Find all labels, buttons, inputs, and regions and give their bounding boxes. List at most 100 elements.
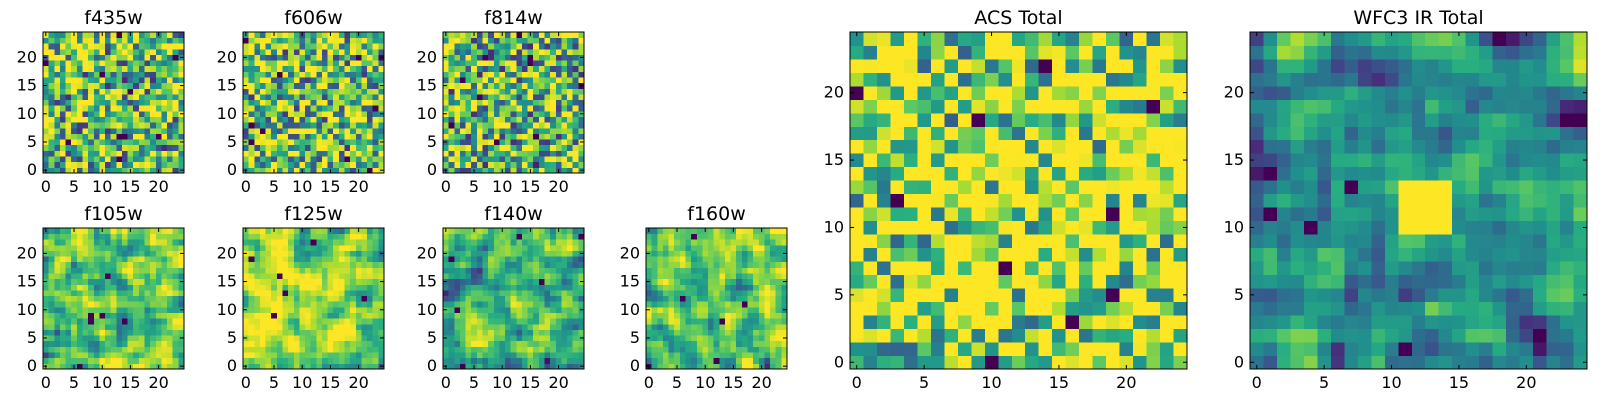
- heatmap-cell: [1038, 207, 1053, 222]
- heatmap-cell: [344, 295, 351, 302]
- heatmap-cell: [944, 315, 959, 329]
- heatmap-cell: [288, 301, 295, 308]
- heatmap-cell: [344, 284, 351, 291]
- heatmap-cell: [1052, 288, 1067, 302]
- heatmap-cell: [99, 116, 106, 123]
- heatmap-cell: [764, 228, 771, 235]
- heatmap-cell: [781, 357, 788, 364]
- heatmap-cell: [167, 290, 174, 297]
- heatmap-cell: [344, 239, 351, 246]
- heatmap-cell: [691, 295, 698, 302]
- heatmap-cell: [572, 94, 579, 101]
- heatmap-cell: [1052, 261, 1067, 276]
- heatmap-cell: [48, 94, 55, 101]
- heatmap-cell: [367, 301, 374, 308]
- heatmap-cell: [71, 161, 78, 168]
- heatmap-cell: [459, 144, 466, 151]
- heatmap-cell: [561, 65, 568, 72]
- heatmap-cell: [355, 161, 362, 168]
- heatmap-cell: [248, 77, 255, 84]
- heatmap-cell: [561, 122, 568, 129]
- heatmap-cell: [521, 161, 528, 168]
- heatmap-cell: [890, 247, 905, 262]
- heatmap-cell: [310, 116, 317, 123]
- heatmap-cell: [299, 60, 306, 67]
- heatmap-cell: [265, 346, 272, 353]
- heatmap-cell: [516, 295, 523, 302]
- heatmap-cell: [521, 54, 528, 61]
- heatmap-cell: [465, 54, 472, 61]
- heatmap-cell: [71, 110, 78, 117]
- heatmap-cell: [299, 144, 306, 151]
- heatmap-cell: [378, 88, 385, 95]
- heatmap-cell: [254, 340, 261, 347]
- heatmap-cell: [488, 323, 495, 330]
- heatmap-cell: [944, 234, 959, 249]
- heatmap-cell: [361, 60, 368, 67]
- heatmap-cell: [178, 43, 185, 50]
- heatmap-cell: [476, 357, 483, 364]
- heatmap-cell: [59, 167, 66, 174]
- heatmap-cell: [372, 110, 379, 117]
- heatmap-cell: [259, 329, 266, 336]
- heatmap-cell: [243, 116, 250, 123]
- heatmap-cell: [775, 346, 782, 353]
- heatmap-cell: [775, 273, 782, 280]
- heatmap-cell: [276, 99, 283, 106]
- heatmap-cell: [355, 116, 362, 123]
- heatmap-cell: [538, 150, 545, 157]
- heatmap-cell: [668, 357, 675, 364]
- heatmap-cell: [476, 363, 483, 370]
- y-tick-label: 0: [227, 356, 237, 375]
- heatmap-cell: [138, 329, 145, 336]
- heatmap-cell: [533, 284, 540, 291]
- heatmap-cell: [361, 352, 368, 359]
- heatmap-cell: [333, 239, 340, 246]
- heatmap-cell: [378, 99, 385, 106]
- heatmap-cell: [516, 54, 523, 61]
- heatmap-cell: [443, 156, 450, 163]
- heatmap-cell: [305, 71, 312, 78]
- heatmap-cell: [110, 122, 117, 129]
- heatmap-cell: [505, 295, 512, 302]
- heatmap-cell: [71, 150, 78, 157]
- heatmap-cell: [282, 318, 289, 325]
- heatmap-cell: [88, 273, 95, 280]
- heatmap-cell: [984, 274, 999, 289]
- heatmap-cell: [310, 273, 317, 280]
- heatmap-cell: [747, 250, 754, 257]
- heatmap-cell: [155, 94, 162, 101]
- heatmap-cell: [578, 161, 585, 168]
- heatmap-cell: [88, 150, 95, 157]
- heatmap-cell: [82, 156, 89, 163]
- heatmap-cell: [662, 267, 669, 274]
- heatmap-cell: [538, 312, 545, 319]
- heatmap-cell: [248, 301, 255, 308]
- heatmap-cell: [76, 363, 83, 370]
- heatmap-cell: [299, 335, 306, 342]
- heatmap-cell: [367, 156, 374, 163]
- heatmap-cell: [316, 54, 323, 61]
- heatmap-cell: [116, 144, 123, 151]
- heatmap-cell: [59, 37, 66, 44]
- heatmap-cell: [662, 239, 669, 246]
- heatmap-cell: [747, 306, 754, 313]
- heatmap-cell: [493, 127, 500, 134]
- heatmap-cell: [327, 99, 334, 106]
- heatmap-cell: [702, 352, 709, 359]
- heatmap-cell: [54, 301, 61, 308]
- heatmap-cell: [378, 244, 385, 251]
- heatmap-cell: [538, 233, 545, 240]
- heatmap-cell: [305, 99, 312, 106]
- heatmap-cell: [668, 284, 675, 291]
- heatmap-cell: [133, 139, 140, 146]
- heatmap-cell: [99, 318, 106, 325]
- heatmap-cell: [350, 116, 357, 123]
- heatmap-cell: [327, 244, 334, 251]
- heatmap-cell: [99, 99, 106, 106]
- heatmap-cell: [372, 363, 379, 370]
- heatmap-cell: [544, 340, 551, 347]
- heatmap-cell: [71, 267, 78, 274]
- heatmap-cell: [333, 284, 340, 291]
- heatmap-cell: [76, 233, 83, 240]
